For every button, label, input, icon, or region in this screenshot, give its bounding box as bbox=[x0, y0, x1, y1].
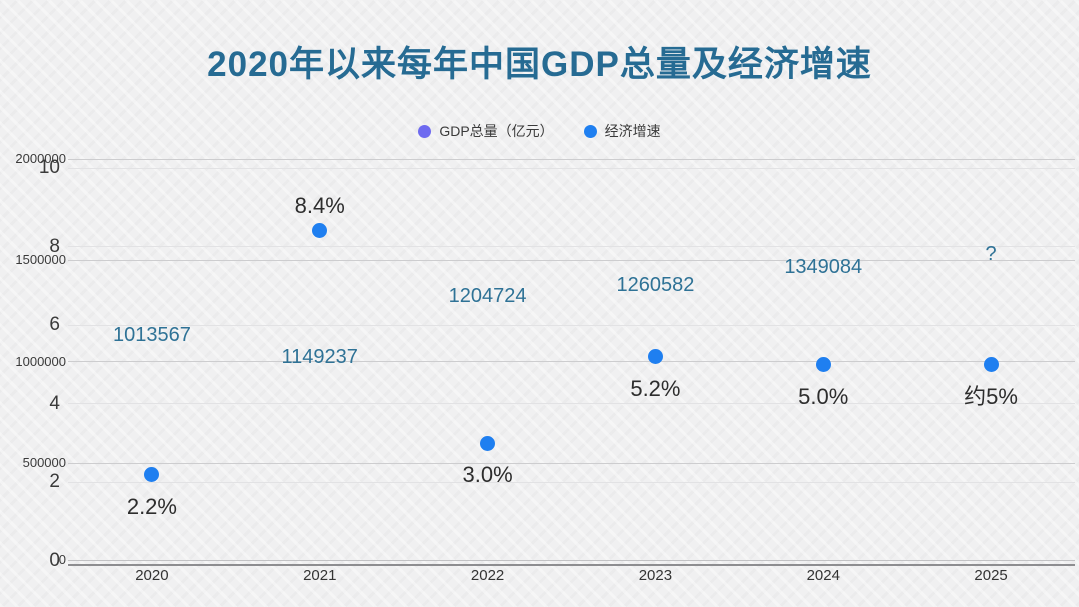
y-axis-tick-label-gdp: 1000000 bbox=[15, 353, 66, 369]
data-label-gdp-2020: 1013567 bbox=[112, 323, 191, 346]
x-axis-label: 2022 bbox=[470, 567, 505, 584]
y-axis-tick-label-gdp: 2000000 bbox=[15, 151, 66, 166]
y-axis-tick-label-pct: 8 bbox=[49, 235, 60, 257]
y-axis-tick-label-pct: 2 bbox=[49, 471, 60, 493]
gridline-gdp bbox=[68, 361, 1075, 363]
chart-title: 2020年以来每年中国GDP总量及经济增速 bbox=[207, 45, 872, 84]
data-label-pct-2021: 8.4% bbox=[294, 193, 345, 219]
gridline-pct bbox=[68, 403, 1075, 405]
x-axis-line-gdp bbox=[68, 564, 1075, 566]
gridline-pct bbox=[68, 246, 1075, 248]
growth-series-marker-icon bbox=[583, 124, 597, 138]
x-axis-label: 2020 bbox=[135, 567, 169, 584]
gridline-gdp bbox=[68, 259, 1075, 261]
data-label-pct-2023: 5.2% bbox=[630, 375, 681, 401]
data-label-pct-2024: 5.0% bbox=[798, 383, 849, 409]
data-label-pct-2025: 约5% bbox=[964, 383, 1018, 409]
x-axis-label: 2024 bbox=[806, 567, 840, 584]
y-axis-tick-label-pct: 6 bbox=[49, 314, 60, 336]
legend-item-growth[interactable]: 经济增速 bbox=[583, 121, 661, 141]
data-label-gdp-2022: 1204724 bbox=[448, 285, 527, 308]
x-axis-label: 2025 bbox=[974, 567, 1008, 584]
y-axis-tick-label-gdp: 0 bbox=[58, 551, 66, 567]
data-label-pct-2020: 2.2% bbox=[126, 493, 177, 519]
data-point-dot-2020[interactable] bbox=[144, 467, 160, 483]
gridline-pct bbox=[68, 481, 1075, 483]
data-point-dot-2022[interactable] bbox=[480, 435, 496, 451]
x-axis-label: 2021 bbox=[303, 567, 337, 584]
data-label-pct-2022: 3.0% bbox=[462, 462, 513, 488]
y-axis-tick-label-gdp: 500000 bbox=[22, 455, 66, 471]
y-axis-tick-label-pct: 10 bbox=[38, 157, 60, 178]
data-point-dot-2024[interactable] bbox=[815, 357, 831, 372]
data-point-dot-2021[interactable] bbox=[312, 223, 328, 239]
data-label-gdp-2025: ? bbox=[985, 243, 997, 265]
y-axis-tick-label-pct: 4 bbox=[49, 392, 60, 414]
y-axis-tick-label-pct: 0 bbox=[49, 550, 60, 571]
data-label-gdp-2021: 1149237 bbox=[281, 346, 358, 369]
data-point-dot-2023[interactable] bbox=[647, 349, 663, 365]
gridline-gdp bbox=[68, 158, 1075, 160]
gdp-series-marker-icon bbox=[418, 124, 432, 138]
x-axis-line-pct bbox=[68, 560, 1075, 561]
x-axis-label: 2023 bbox=[638, 567, 673, 584]
gridline-pct bbox=[68, 167, 1075, 169]
legend-item-gdp[interactable]: GDP总量（亿元） bbox=[418, 121, 554, 141]
gridline-gdp bbox=[68, 462, 1075, 464]
legend-label-gdp: GDP总量（亿元） bbox=[439, 123, 554, 139]
gridline-pct bbox=[68, 324, 1075, 326]
data-label-gdp-2023: 1260582 bbox=[616, 273, 695, 296]
legend-label-growth: 经济增速 bbox=[604, 123, 661, 139]
data-point-dot-2025[interactable] bbox=[983, 357, 999, 372]
data-label-gdp-2024: 1349084 bbox=[784, 255, 863, 278]
legend: GDP总量（亿元） 经济增速 bbox=[0, 121, 1079, 141]
y-axis-tick-label-gdp: 1500000 bbox=[15, 252, 66, 268]
